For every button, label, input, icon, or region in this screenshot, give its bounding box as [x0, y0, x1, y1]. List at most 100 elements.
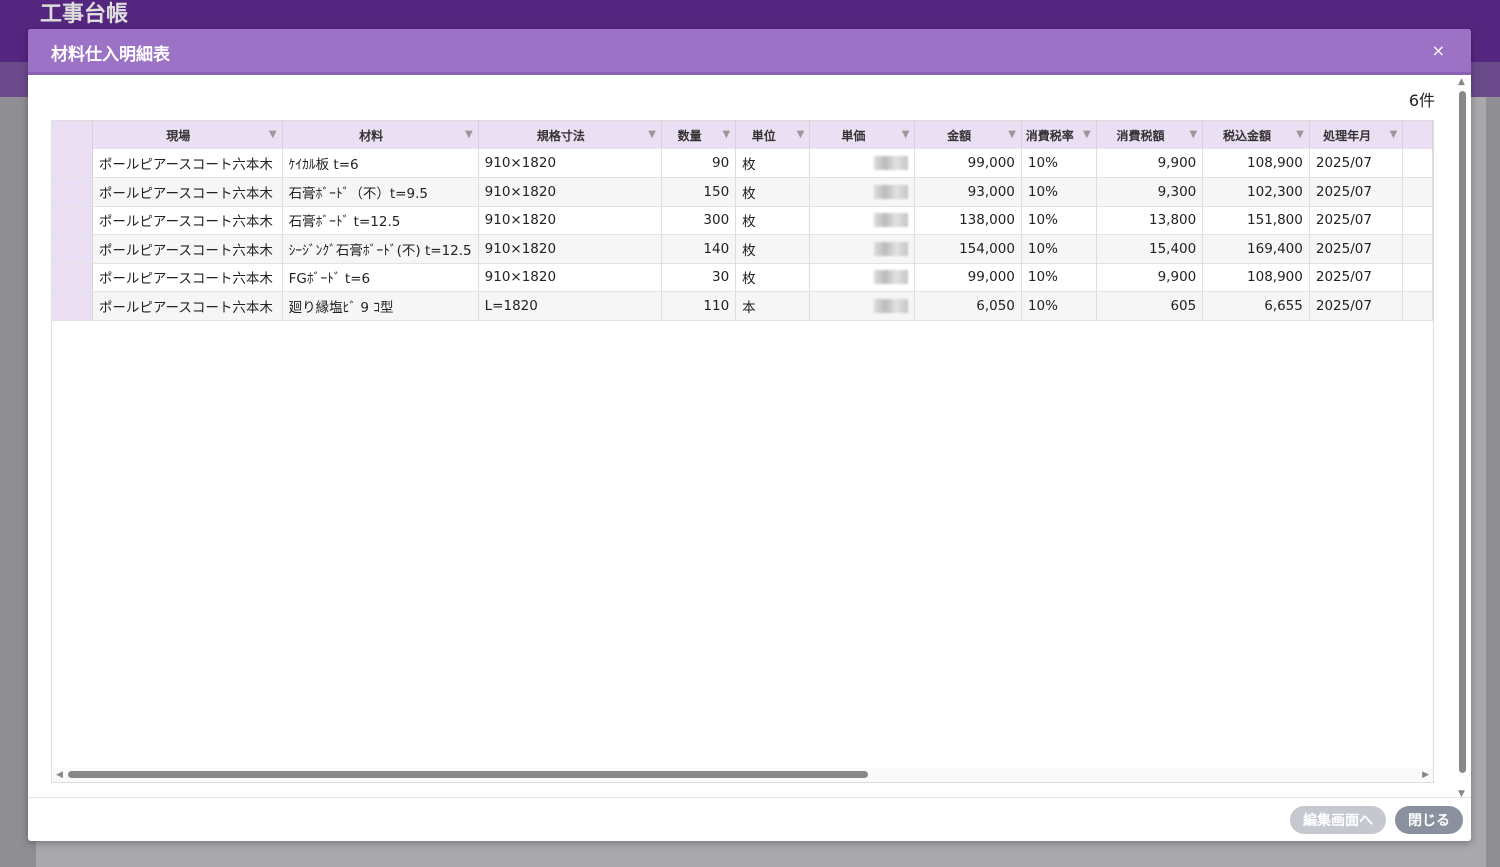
table-cell[interactable]: 6,050 — [914, 291, 1022, 321]
table-cell[interactable]: ポールピアースコート六本木 — [92, 149, 283, 178]
row-header[interactable] — [52, 149, 93, 178]
table-cell[interactable]: 9,300 — [1096, 177, 1204, 207]
table-cell[interactable]: 140 — [661, 234, 737, 264]
column-header[interactable]: 材料 ▼ — [282, 121, 479, 149]
table-cell[interactable]: 910×1820 — [478, 263, 663, 292]
table-cell[interactable]: 13,800 — [1096, 206, 1204, 235]
table-cell[interactable]: 2025/07 — [1309, 263, 1404, 292]
table-cell[interactable]: 枚 — [735, 177, 811, 207]
scrollbar-thumb[interactable] — [1459, 91, 1466, 773]
row-header[interactable] — [52, 177, 93, 207]
table-cell[interactable]: 138,000 — [914, 206, 1022, 235]
table-cell[interactable]: 10% — [1021, 263, 1097, 292]
table-cell[interactable]: 102,300 — [1202, 177, 1310, 207]
filter-icon[interactable]: ▼ — [464, 129, 473, 140]
table-cell[interactable]: L=1820 — [478, 291, 663, 321]
column-header[interactable]: 税込金額 ▼ — [1202, 121, 1310, 149]
table-row[interactable]: ポールピアースコート六本木 石膏ﾎﾞｰﾄﾞ（不）t=9.5 910×1820 150 枚… — [52, 177, 1433, 207]
table-cell[interactable]: 30 — [661, 263, 737, 292]
filter-icon[interactable]: ▼ — [1189, 129, 1198, 140]
filter-icon[interactable]: ▼ — [1389, 129, 1398, 140]
table-cell[interactable]: 108,900 — [1202, 149, 1310, 178]
table-row[interactable]: ポールピアースコート六本木 FGﾎﾞｰﾄﾞ t=6 910×1820 30 枚 99,00… — [52, 263, 1433, 292]
table-cell[interactable]: 6,655 — [1202, 291, 1310, 321]
table-cell[interactable]: 300 — [661, 206, 737, 235]
table-cell[interactable]: FGﾎﾞｰﾄﾞ t=6 — [282, 263, 479, 292]
table-cell[interactable] — [809, 263, 916, 292]
row-header[interactable] — [52, 291, 93, 321]
table-cell[interactable] — [809, 149, 916, 178]
table-cell[interactable]: ポールピアースコート六本木 — [92, 234, 283, 264]
filter-icon[interactable]: ▼ — [901, 129, 910, 140]
table-cell[interactable]: 910×1820 — [478, 206, 663, 235]
table-cell[interactable]: 90 — [661, 149, 737, 178]
scrollbar-thumb[interactable] — [68, 771, 868, 778]
table-cell[interactable] — [809, 291, 916, 321]
table-cell[interactable]: ｹｲｶﾙ板 t=6 — [282, 149, 479, 178]
table-cell[interactable]: 本 — [735, 291, 811, 321]
column-header[interactable]: 単位 ▼ — [735, 121, 811, 149]
table-cell[interactable]: 9,900 — [1096, 149, 1204, 178]
table-cell[interactable]: 150 — [661, 177, 737, 207]
table-cell[interactable]: 108,900 — [1202, 263, 1310, 292]
table-cell[interactable]: 10% — [1021, 291, 1097, 321]
table-cell[interactable]: 2025/07 — [1309, 149, 1404, 178]
filter-icon[interactable]: ▼ — [796, 129, 805, 140]
table-cell[interactable]: 910×1820 — [478, 149, 663, 178]
table-cell[interactable]: 2025/07 — [1309, 206, 1404, 235]
table-cell[interactable]: ｼｰｼﾞﾝｸﾞ石膏ﾎﾞｰﾄﾞ(不) t=12.5 — [282, 234, 479, 264]
table-cell[interactable]: 151,800 — [1202, 206, 1310, 235]
table-cell[interactable]: ポールピアースコート六本木 — [92, 177, 283, 207]
filter-icon[interactable]: ▼ — [722, 129, 731, 140]
table-row[interactable]: ポールピアースコート六本木 ｼｰｼﾞﾝｸﾞ石膏ﾎﾞｰﾄﾞ(不) t=12.5 910… — [52, 234, 1433, 264]
table-cell[interactable]: 910×1820 — [478, 177, 663, 207]
table-cell[interactable] — [1402, 177, 1433, 207]
table-cell[interactable]: 10% — [1021, 149, 1097, 178]
column-header[interactable]: 消費税額 ▼ — [1096, 121, 1204, 149]
table-cell[interactable]: ポールピアースコート六本木 — [92, 206, 283, 235]
column-header[interactable]: 現場 ▼ — [92, 121, 283, 149]
edit-screen-button[interactable]: 編集画面へ — [1290, 806, 1386, 834]
table-row[interactable]: ポールピアースコート六本木 ｹｲｶﾙ板 t=6 910×1820 90 枚 99,000 1… — [52, 149, 1433, 178]
column-header[interactable]: 金額 ▼ — [914, 121, 1022, 149]
table-cell[interactable]: 枚 — [735, 206, 811, 235]
table-cell[interactable] — [809, 206, 916, 235]
table-cell[interactable]: 910×1820 — [478, 234, 663, 264]
filter-icon[interactable]: ▼ — [648, 129, 656, 140]
table-cell[interactable]: 10% — [1021, 206, 1097, 235]
table-cell[interactable]: 9,900 — [1096, 263, 1204, 292]
scroll-left-icon[interactable]: ◀ — [56, 770, 63, 780]
table-cell[interactable]: 枚 — [735, 149, 811, 178]
table-cell[interactable]: 枚 — [735, 234, 811, 264]
row-header[interactable] — [52, 234, 93, 264]
filter-icon[interactable]: ▼ — [1008, 129, 1016, 140]
filter-icon[interactable]: ▼ — [1296, 129, 1304, 140]
table-cell[interactable]: 2025/07 — [1309, 291, 1404, 321]
table-cell[interactable] — [1402, 291, 1433, 321]
table-cell[interactable]: 枚 — [735, 263, 811, 292]
table-cell[interactable] — [1402, 206, 1433, 235]
scroll-down-icon[interactable]: ▼ — [1458, 789, 1465, 799]
table-cell[interactable] — [809, 177, 916, 207]
column-header[interactable]: 規格寸法 ▼ — [478, 121, 663, 149]
row-header[interactable] — [52, 206, 93, 235]
table-cell[interactable]: 2025/07 — [1309, 234, 1404, 264]
column-header[interactable]: 単価 ▼ — [809, 121, 916, 149]
row-header[interactable] — [52, 263, 93, 292]
table-cell[interactable]: 99,000 — [914, 263, 1022, 292]
close-icon[interactable]: × — [1431, 41, 1445, 60]
table-cell[interactable]: 石膏ﾎﾞｰﾄﾞ t=12.5 — [282, 206, 479, 235]
column-header[interactable]: 消費税率 ▼ — [1021, 121, 1097, 149]
column-header[interactable]: 数量 ▼ — [661, 121, 737, 149]
table-cell[interactable]: 2025/07 — [1309, 177, 1404, 207]
table-cell[interactable]: 99,000 — [914, 149, 1022, 178]
table-cell[interactable]: 154,000 — [914, 234, 1022, 264]
column-header[interactable]: 処理年月 ▼ — [1309, 121, 1404, 149]
table-cell[interactable]: ポールピアースコート六本木 — [92, 291, 283, 321]
table-cell[interactable]: 廻り縁塩ﾋﾞ 9 ｺ型 — [282, 291, 479, 321]
table-row[interactable]: ポールピアースコート六本木 廻り縁塩ﾋﾞ 9 ｺ型 L=1820 110 本 6,050 1… — [52, 291, 1433, 321]
table-cell[interactable] — [1402, 263, 1433, 292]
scroll-up-icon[interactable]: ▲ — [1458, 77, 1465, 87]
vertical-scrollbar[interactable]: ▲ ▼ — [1457, 77, 1469, 799]
column-header[interactable] — [1402, 121, 1433, 149]
